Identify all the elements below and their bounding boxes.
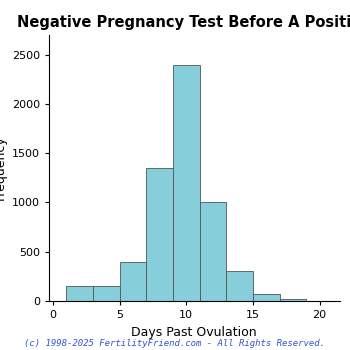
Bar: [66, 286, 93, 301]
Bar: [120, 261, 146, 301]
Y-axis label: Frequency: Frequency: [0, 135, 6, 200]
X-axis label: Days Past Ovulation: Days Past Ovulation: [132, 326, 257, 338]
Bar: [199, 203, 226, 301]
Title: Negative Pregnancy Test Before A Positive: Negative Pregnancy Test Before A Positiv…: [18, 15, 350, 30]
Bar: [93, 286, 120, 301]
Bar: [280, 299, 306, 301]
Text: (c) 1998-2025 FertilityFriend.com - All Rights Reserved.: (c) 1998-2025 FertilityFriend.com - All …: [25, 339, 326, 348]
Bar: [173, 64, 200, 301]
Bar: [253, 294, 280, 301]
Bar: [226, 272, 253, 301]
Bar: [146, 168, 173, 301]
